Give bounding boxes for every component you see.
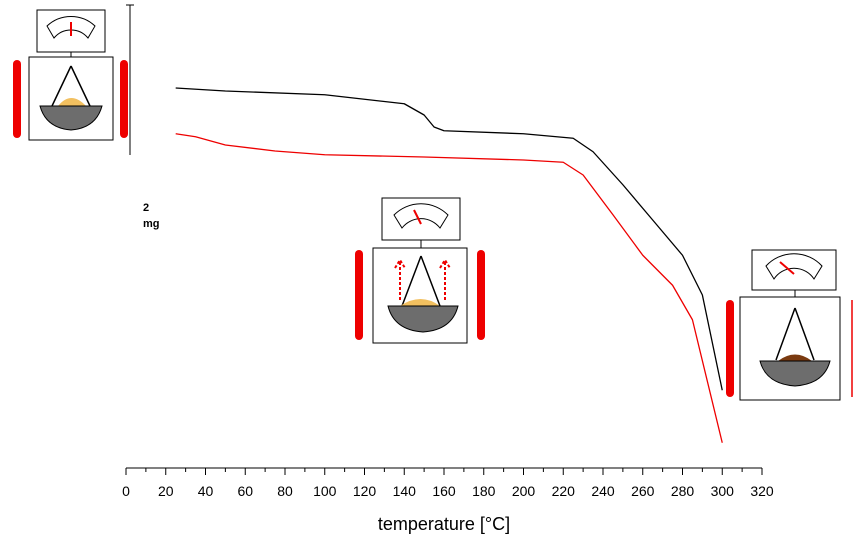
x-tick-label: 40 — [198, 483, 214, 499]
balance-start — [13, 9, 128, 141]
scale-bar-value: 2 — [143, 202, 149, 214]
x-tick-label: 140 — [393, 483, 417, 499]
x-tick-label: 80 — [277, 483, 293, 499]
line-series — [175, 133, 723, 443]
x-tick-label: 220 — [552, 483, 576, 499]
balance-end — [726, 249, 853, 401]
x-tick-label: 100 — [313, 483, 337, 499]
x-tick-label: 180 — [472, 483, 496, 499]
scale-bar-unit: mg — [143, 218, 160, 230]
line-series — [175, 87, 723, 391]
x-tick-label: 280 — [671, 483, 695, 499]
x-axis-label: temperature [°C] — [378, 514, 510, 534]
balance-middle — [355, 197, 485, 344]
x-tick-label: 240 — [591, 483, 615, 499]
x-tick-label: 20 — [158, 483, 174, 499]
x-tick-label: 60 — [237, 483, 253, 499]
x-tick-label: 160 — [432, 483, 456, 499]
x-tick-label: 120 — [353, 483, 377, 499]
x-tick-label: 300 — [711, 483, 735, 499]
x-tick-label: 320 — [750, 483, 774, 499]
x-tick-label: 0 — [122, 483, 130, 499]
x-tick-label: 260 — [631, 483, 655, 499]
x-tick-label: 200 — [512, 483, 536, 499]
